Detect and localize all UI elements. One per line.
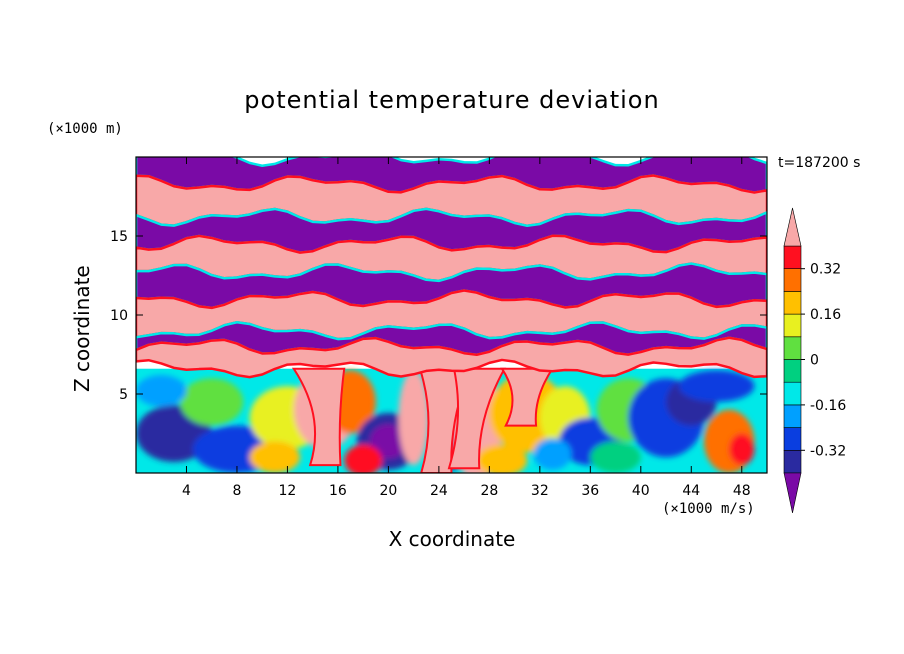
plume [291, 367, 346, 467]
colorbar: 0.32 0.16 0 -0.16 -0.32 [783, 207, 846, 514]
colorbar-segment [783, 245, 802, 270]
contour-blob [678, 370, 755, 402]
time-label: t=187200 s [778, 155, 861, 171]
contour-field [136, 157, 767, 473]
contour-blob [590, 441, 641, 473]
x-tick-label: 24 [430, 483, 448, 499]
x-tick-label: 48 [733, 483, 751, 499]
x-axis-label: X coordinate [388, 527, 516, 551]
y-unit-label: (×1000 m) [47, 121, 123, 137]
colorbar-segment [783, 268, 802, 292]
colorbar-segment [783, 291, 802, 315]
colorbar-max-arrow [783, 207, 802, 247]
x-tick-label: 40 [632, 483, 650, 499]
x-unit-label: (×1000 m/s) [662, 501, 755, 517]
colorbar-segment [783, 313, 802, 338]
colorbar-segment [783, 404, 802, 428]
colorbar-segment [783, 381, 802, 406]
colorbar-segment [783, 427, 802, 451]
x-tick-label: 4 [182, 483, 191, 499]
contour-blob [533, 438, 572, 470]
x-tick-label: 16 [329, 483, 347, 499]
x-tick-label: 36 [581, 483, 599, 499]
colorbar-segment [783, 336, 802, 360]
x-tick-label: 32 [531, 483, 549, 499]
colorbar-tick-label: -0.32 [810, 443, 846, 459]
contour-blob [398, 370, 429, 466]
layer-band [136, 336, 767, 379]
y-tick-label: 5 [119, 387, 128, 403]
x-tick-label: 12 [279, 483, 297, 499]
contour-blob [729, 433, 755, 466]
x-tick-label: 28 [480, 483, 498, 499]
colorbar-tick-label: -0.16 [810, 398, 846, 414]
contour-blob [249, 441, 301, 473]
colorbar-segment [783, 449, 802, 474]
colorbar-segment [783, 359, 802, 383]
x-tick-label: 20 [379, 483, 397, 499]
contour-blob [136, 375, 187, 407]
y-tick-label: 10 [110, 308, 128, 324]
contour-blob [344, 444, 383, 473]
colorbar-tick-label: 0.32 [810, 262, 841, 278]
colorbar-tick-label: 0.16 [810, 307, 841, 323]
contour-blob [476, 444, 528, 473]
x-tick-label: 44 [682, 483, 700, 499]
contour-blob [180, 378, 244, 426]
y-tick-label: 15 [110, 229, 128, 245]
colorbar-tick-label: 0 [810, 353, 819, 369]
contour-blob [369, 424, 408, 459]
colorbar-min-arrow [783, 472, 802, 514]
x-tick-label: 8 [232, 483, 241, 499]
chart-title: potential temperature deviation [244, 86, 660, 114]
